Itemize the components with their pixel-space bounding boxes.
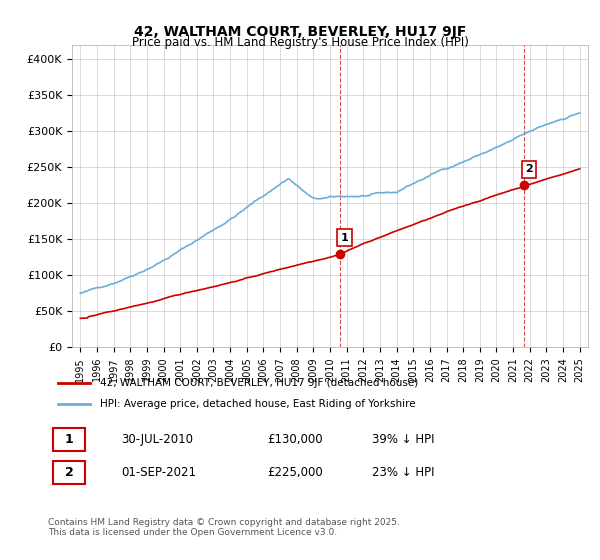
Text: £225,000: £225,000 <box>267 466 323 479</box>
Text: 1: 1 <box>65 433 73 446</box>
Text: 01-SEP-2021: 01-SEP-2021 <box>121 466 196 479</box>
FancyBboxPatch shape <box>53 428 85 451</box>
Text: 30-JUL-2010: 30-JUL-2010 <box>121 433 193 446</box>
Text: £130,000: £130,000 <box>267 433 323 446</box>
Text: Price paid vs. HM Land Registry's House Price Index (HPI): Price paid vs. HM Land Registry's House … <box>131 36 469 49</box>
Text: 23% ↓ HPI: 23% ↓ HPI <box>371 466 434 479</box>
Text: 2: 2 <box>65 466 73 479</box>
Text: 2: 2 <box>526 165 533 174</box>
Text: 42, WALTHAM COURT, BEVERLEY, HU17 9JF (detached house): 42, WALTHAM COURT, BEVERLEY, HU17 9JF (d… <box>100 378 418 388</box>
FancyBboxPatch shape <box>53 461 85 484</box>
Text: 42, WALTHAM COURT, BEVERLEY, HU17 9JF: 42, WALTHAM COURT, BEVERLEY, HU17 9JF <box>134 25 466 39</box>
Text: 1: 1 <box>341 233 349 243</box>
Text: HPI: Average price, detached house, East Riding of Yorkshire: HPI: Average price, detached house, East… <box>100 399 416 409</box>
Text: Contains HM Land Registry data © Crown copyright and database right 2025.
This d: Contains HM Land Registry data © Crown c… <box>48 518 400 538</box>
Text: 39% ↓ HPI: 39% ↓ HPI <box>371 433 434 446</box>
